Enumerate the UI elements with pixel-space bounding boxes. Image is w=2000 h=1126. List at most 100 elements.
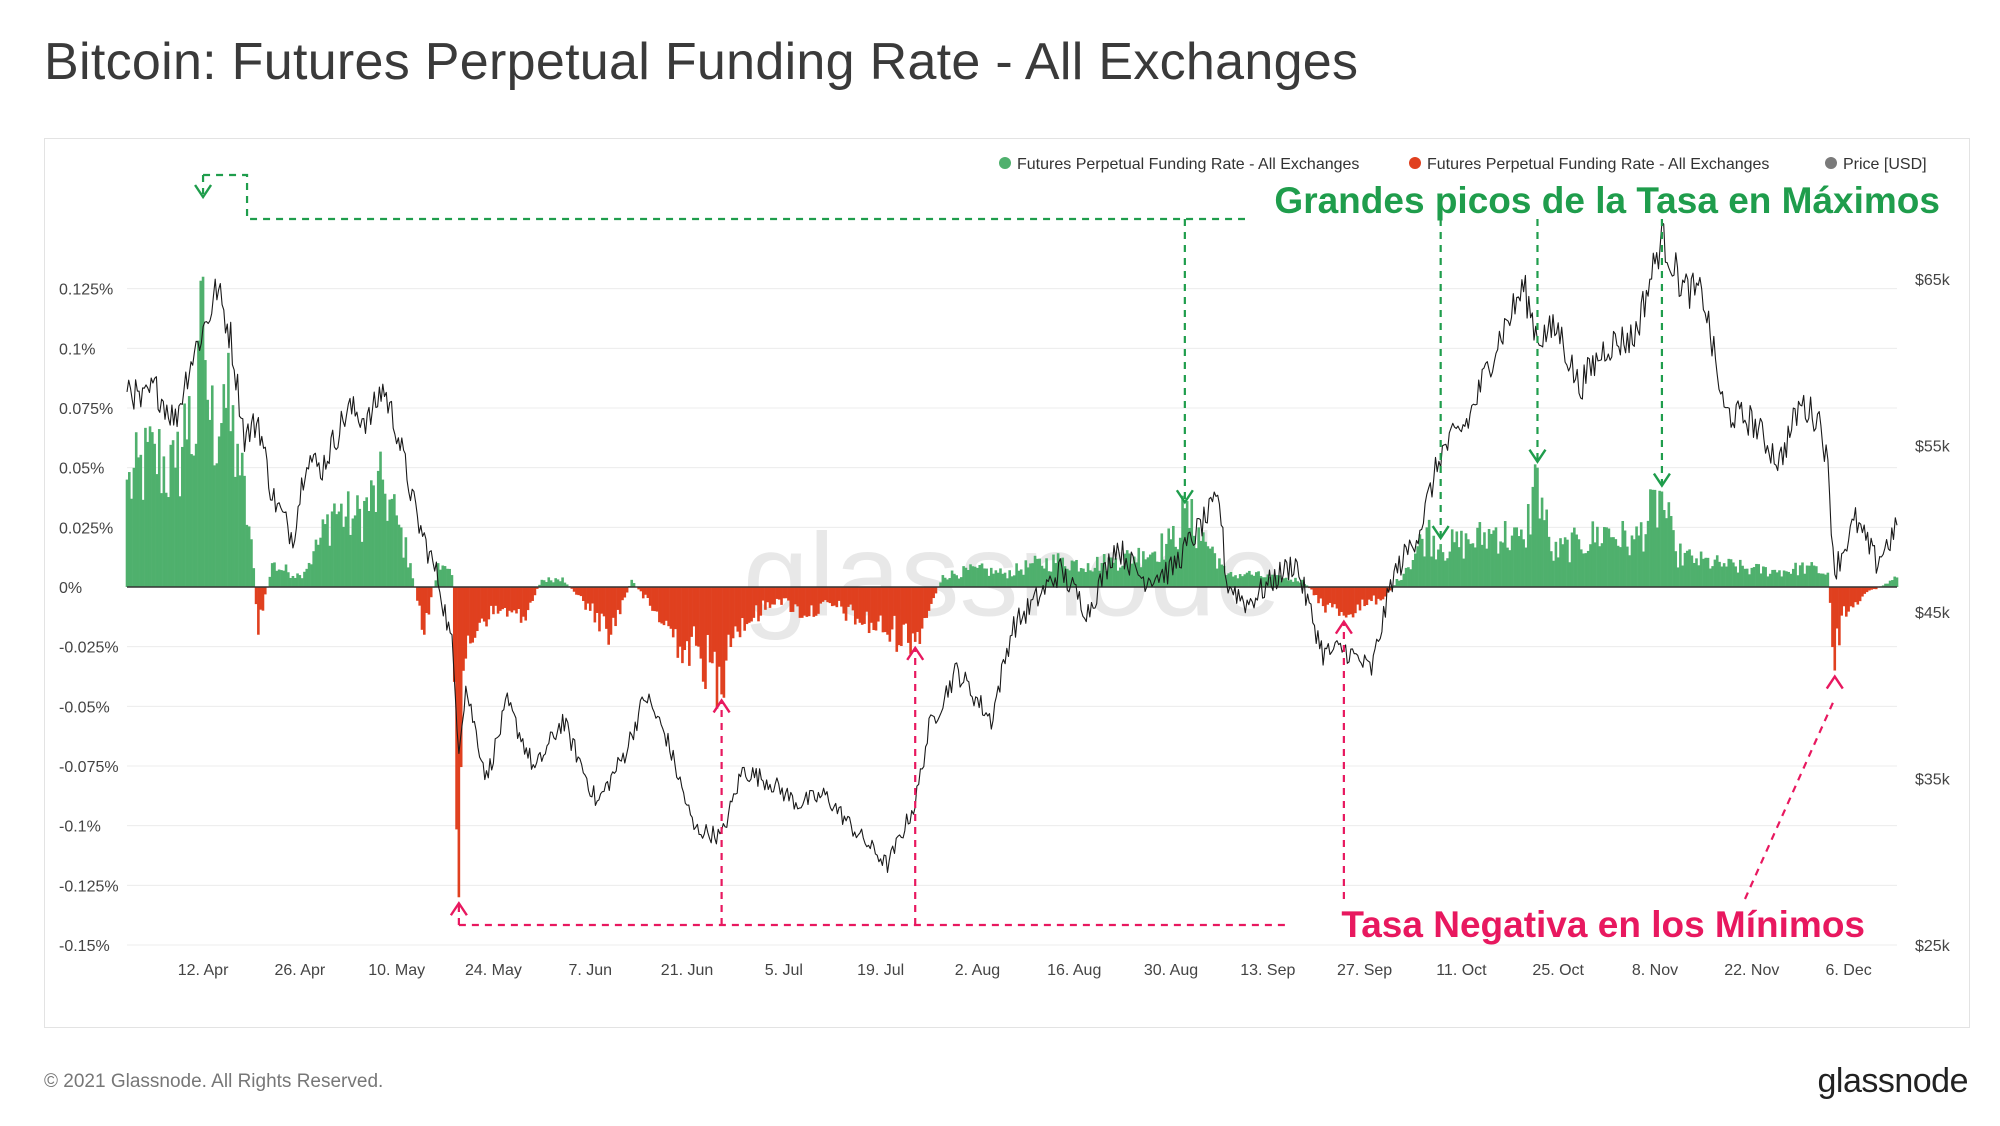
funding-rate-bar-positive xyxy=(1137,547,1141,587)
funding-rate-bar-negative xyxy=(913,587,917,642)
funding-rate-bar-negative xyxy=(623,587,627,598)
funding-rate-bar-negative xyxy=(722,587,726,698)
funding-rate-bar-positive xyxy=(1501,542,1505,587)
funding-rate-bar-positive xyxy=(549,580,553,587)
funding-rate-bar-positive xyxy=(1750,567,1754,587)
funding-rate-bar-negative xyxy=(727,587,730,635)
funding-rate-bar-negative xyxy=(499,587,502,611)
funding-rate-bar-positive xyxy=(130,498,133,587)
funding-rate-bar-positive xyxy=(199,280,203,587)
funding-rate-bar-negative xyxy=(600,587,604,614)
funding-rate-bar-positive xyxy=(190,454,193,587)
annotation-arrowhead xyxy=(1334,619,1353,635)
funding-rate-bar-positive xyxy=(1798,565,1802,587)
funding-rate-bar-negative xyxy=(478,587,481,623)
annotation-arrowhead xyxy=(1825,674,1844,690)
funding-rate-bar-negative xyxy=(777,587,781,600)
funding-rate-bar-positive xyxy=(176,431,180,587)
funding-rate-bar-negative xyxy=(805,587,809,617)
funding-rate-bar-negative xyxy=(455,587,458,830)
funding-rate-bar-positive xyxy=(296,573,299,587)
funding-rate-bar-positive xyxy=(1563,537,1567,587)
funding-rate-bar-negative xyxy=(930,587,933,604)
funding-rate-bar-positive xyxy=(201,276,205,587)
funding-rate-bar-positive xyxy=(1801,562,1804,587)
funding-rate-bar-positive xyxy=(1669,516,1673,587)
funding-rate-bar-positive xyxy=(966,569,970,587)
funding-rate-bar-positive xyxy=(1589,544,1592,587)
funding-rate-bar-positive xyxy=(1545,509,1548,587)
funding-rate-bar-positive xyxy=(1045,558,1048,587)
funding-rate-bar-positive xyxy=(545,581,548,587)
funding-rate-bar-negative xyxy=(676,587,680,658)
funding-rate-bar-positive xyxy=(1158,562,1161,587)
x-tick-label: 8. Nov xyxy=(1632,962,1678,979)
funding-rate-bar-negative xyxy=(1358,587,1362,611)
funding-rate-bar-positive xyxy=(441,565,445,587)
funding-rate-bar-positive xyxy=(1775,572,1779,587)
funding-rate-bar-positive xyxy=(1291,581,1295,587)
funding-rate-bar-positive xyxy=(1771,569,1774,587)
x-tick-label: 22. Nov xyxy=(1724,962,1779,979)
legend-marker xyxy=(999,157,1011,169)
funding-rate-bar-positive xyxy=(1464,533,1468,587)
funding-rate-bar-positive xyxy=(1757,564,1761,587)
funding-rate-bar-positive xyxy=(1690,555,1694,587)
funding-rate-bar-positive xyxy=(1552,560,1555,587)
funding-rate-bar-positive xyxy=(330,511,334,587)
funding-rate-bar-positive xyxy=(547,577,551,587)
funding-rate-bar-negative xyxy=(579,587,583,597)
funding-rate-bar-positive xyxy=(1261,577,1265,587)
funding-rate-bar-positive xyxy=(1301,579,1304,587)
funding-rate-bar-negative xyxy=(927,587,931,611)
funding-rate-bar-positive xyxy=(1245,572,1249,587)
funding-rate-bar-positive xyxy=(1667,502,1671,587)
funding-rate-bar-positive xyxy=(1052,554,1055,587)
funding-rate-bar-positive xyxy=(994,570,998,587)
funding-rate-bar-positive xyxy=(1812,565,1816,587)
funding-rate-bar-negative xyxy=(1847,587,1850,612)
funding-rate-bar-positive xyxy=(1805,565,1809,587)
x-tick-label: 26. Apr xyxy=(275,962,326,979)
funding-rate-bar-negative xyxy=(418,587,421,606)
funding-rate-bar-positive xyxy=(206,399,209,587)
funding-rate-bar-negative xyxy=(501,587,504,610)
funding-rate-bar-positive xyxy=(1471,543,1475,587)
funding-rate-bar-negative xyxy=(254,587,258,605)
funding-rate-bar-negative xyxy=(881,587,885,633)
funding-rate-bar-negative xyxy=(503,587,507,608)
funding-rate-bar-negative xyxy=(1831,587,1834,648)
funding-rate-bar-positive xyxy=(996,572,1000,587)
funding-rate-bar-positive xyxy=(1815,566,1818,587)
funding-rate-bar-negative xyxy=(1317,587,1320,604)
funding-rate-bar-positive xyxy=(1515,527,1519,587)
funding-rate-bar-positive xyxy=(1706,557,1710,587)
funding-rate-bar-positive xyxy=(1506,547,1509,587)
annotation-arrowhead xyxy=(1652,472,1671,488)
funding-rate-bar-positive xyxy=(1496,553,1500,587)
funding-rate-bar-negative xyxy=(646,587,650,598)
price-line xyxy=(126,222,1898,873)
funding-rate-bar-positive xyxy=(1003,572,1007,587)
y-tick-label: -0.125% xyxy=(59,878,119,895)
funding-rate-bar-negative xyxy=(1354,587,1357,614)
funding-rate-bar-positive xyxy=(360,541,364,587)
funding-rate-bar-positive xyxy=(275,570,279,587)
funding-rate-bar-negative xyxy=(720,587,723,695)
funding-rate-bar-positive xyxy=(1287,580,1290,587)
funding-rate-bar-negative xyxy=(476,587,479,632)
funding-rate-bar-positive xyxy=(1132,556,1136,587)
funding-rate-bar-positive xyxy=(1808,565,1811,587)
funding-rate-bar-positive xyxy=(1082,568,1085,587)
funding-rate-bar-positive xyxy=(1086,563,1090,587)
funding-rate-bar-positive xyxy=(268,576,272,587)
funding-rate-bar-positive xyxy=(1810,562,1814,587)
funding-rate-bar-positive xyxy=(1766,576,1770,587)
funding-rate-bar-negative xyxy=(701,587,705,682)
funding-rate-bar-positive xyxy=(1192,535,1196,587)
funding-rate-bar-positive xyxy=(305,568,309,587)
funding-rate-bar-positive xyxy=(1626,546,1629,587)
funding-rate-bar-positive xyxy=(1490,533,1493,587)
funding-rate-bar-positive xyxy=(448,568,451,587)
funding-rate-bar-negative xyxy=(796,587,799,607)
